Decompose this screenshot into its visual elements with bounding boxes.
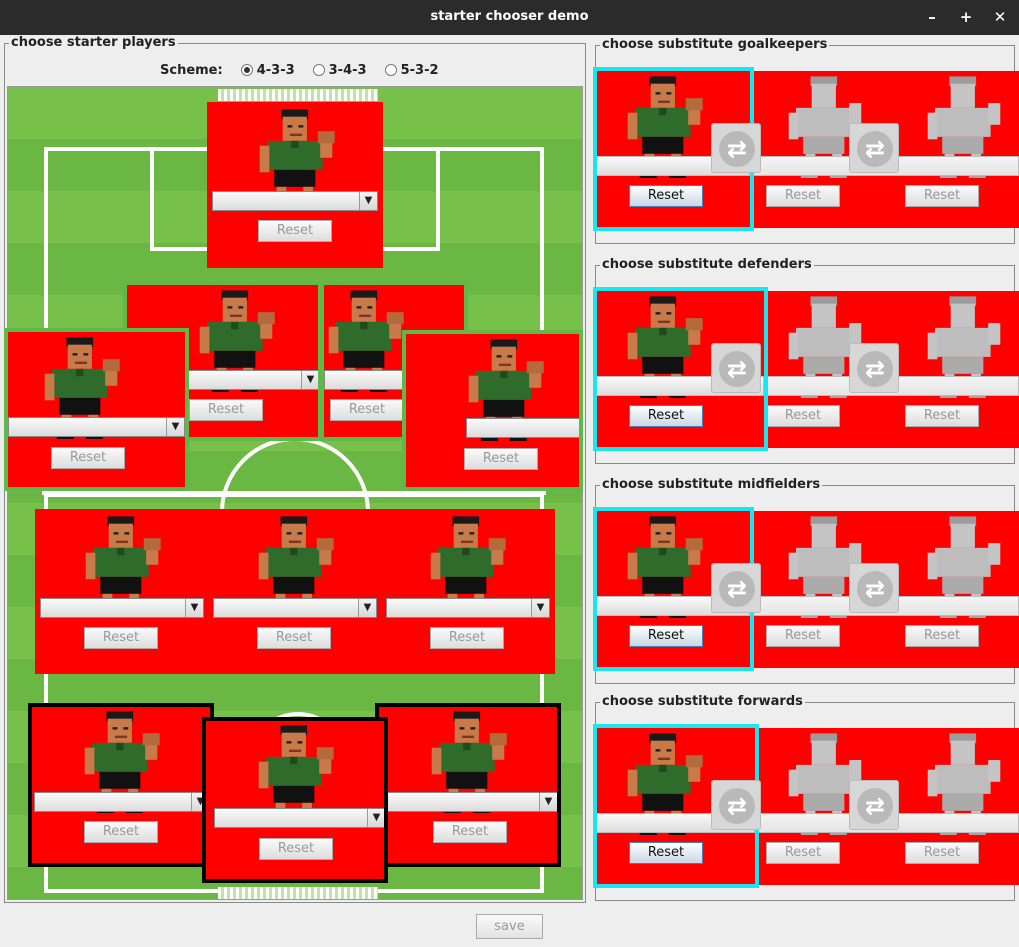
- starter-card-gk[interactable]: ▼ Reset: [207, 102, 383, 268]
- reset-button[interactable]: Reset: [189, 399, 263, 421]
- swap-button[interactable]: ⇄: [711, 780, 761, 830]
- player-select[interactable]: ▼: [386, 792, 557, 812]
- player-select[interactable]: ▼: [212, 191, 378, 211]
- window-titlebar: starter chooser demo – + ✕: [0, 0, 1019, 35]
- starter-card-def-4[interactable]: Reset: [402, 330, 583, 491]
- scheme-radio-532[interactable]: 5-3-2: [384, 63, 439, 78]
- reset-button[interactable]: Reset: [259, 838, 333, 860]
- swap-button[interactable]: ⇄: [849, 780, 899, 830]
- bottom-goal-net: [218, 887, 378, 899]
- reset-button[interactable]: Reset: [84, 821, 158, 843]
- chevron-down-icon[interactable]: ▼: [166, 418, 184, 436]
- swap-button[interactable]: ⇄: [711, 563, 761, 613]
- reset-button[interactable]: Reset: [766, 842, 840, 864]
- sub-midfielders-legend: choose substitute midfielders: [600, 477, 823, 492]
- starter-card-fwd-1[interactable]: ▼ Reset: [28, 703, 214, 867]
- player-select[interactable]: ▼: [34, 792, 210, 812]
- reset-button[interactable]: Reset: [766, 185, 840, 207]
- reset-button[interactable]: Reset: [905, 185, 979, 207]
- chevron-down-icon[interactable]: ▼: [539, 793, 557, 811]
- chevron-down-icon[interactable]: ▼: [367, 809, 384, 827]
- reset-button[interactable]: Reset: [629, 625, 703, 647]
- swap-arrows-icon: ⇄: [857, 351, 893, 387]
- radio-icon[interactable]: [384, 64, 397, 76]
- starters-legend: choose starter players: [9, 35, 178, 50]
- starter-card-fwd-3[interactable]: ▼ Reset: [375, 703, 561, 867]
- player-select[interactable]: [466, 418, 579, 438]
- reset-button[interactable]: Reset: [464, 448, 538, 470]
- reset-button[interactable]: Reset: [330, 399, 404, 421]
- sub-goalkeepers-legend: choose substitute goalkeepers: [600, 37, 830, 52]
- reset-button[interactable]: Reset: [766, 625, 840, 647]
- starter-card-mid-3[interactable]: ▼ Reset: [381, 509, 555, 674]
- scheme-radio-343[interactable]: 3-4-3: [312, 63, 367, 78]
- reset-button[interactable]: Reset: [51, 447, 125, 469]
- chevron-down-icon[interactable]: ▼: [301, 371, 318, 389]
- top-goal-net: [218, 89, 378, 101]
- reset-button[interactable]: Reset: [905, 625, 979, 647]
- radio-selected-icon[interactable]: [240, 64, 253, 76]
- swap-button[interactable]: ⇄: [849, 563, 899, 613]
- swap-arrows-icon: ⇄: [857, 788, 893, 824]
- starter-card-fwd-2[interactable]: ▼ Reset: [202, 717, 388, 883]
- sub-midfielders-panel: choose substitute midfielders: [595, 477, 1015, 684]
- player-select[interactable]: ▼: [213, 598, 377, 618]
- minimize-icon[interactable]: –: [928, 8, 936, 26]
- chevron-down-icon[interactable]: ▼: [185, 599, 203, 617]
- reset-button[interactable]: Reset: [257, 627, 331, 649]
- sub-defenders-legend: choose substitute defenders: [600, 257, 814, 272]
- sub-forwards-legend: choose substitute forwards: [600, 694, 805, 709]
- scheme-selector: Scheme: 4-3-3 3-4-3 5-3-2: [160, 61, 439, 79]
- reset-button[interactable]: Reset: [629, 185, 703, 207]
- player-select[interactable]: ▼: [40, 598, 204, 618]
- radio-icon[interactable]: [312, 64, 325, 76]
- swap-button[interactable]: ⇄: [849, 123, 899, 173]
- scheme-radio-433[interactable]: 4-3-3: [240, 63, 295, 78]
- reset-button[interactable]: Reset: [629, 405, 703, 427]
- close-icon[interactable]: ✕: [993, 8, 1007, 26]
- window-title: starter chooser demo: [430, 9, 589, 24]
- reset-button[interactable]: Reset: [629, 842, 703, 864]
- swap-arrows-icon: ⇄: [719, 131, 755, 167]
- player-select[interactable]: ▼: [8, 417, 185, 437]
- swap-arrows-icon: ⇄: [719, 788, 755, 824]
- maximize-icon[interactable]: +: [959, 8, 973, 26]
- swap-button[interactable]: ⇄: [711, 123, 761, 173]
- scheme-label: Scheme:: [160, 62, 223, 78]
- swap-arrows-icon: ⇄: [857, 571, 893, 607]
- player-select[interactable]: ▼: [182, 370, 318, 390]
- reset-button[interactable]: Reset: [905, 842, 979, 864]
- chevron-down-icon[interactable]: ▼: [358, 599, 376, 617]
- chevron-down-icon[interactable]: ▼: [531, 599, 549, 617]
- reset-button[interactable]: Reset: [258, 220, 332, 242]
- chevron-down-icon[interactable]: ▼: [359, 192, 377, 210]
- starter-card-mid-2[interactable]: ▼ Reset: [209, 509, 381, 674]
- reset-button[interactable]: Reset: [433, 821, 507, 843]
- starter-card-def-1[interactable]: ▼ Reset: [4, 328, 189, 491]
- swap-button[interactable]: ⇄: [849, 343, 899, 393]
- swap-arrows-icon: ⇄: [719, 571, 755, 607]
- reset-button[interactable]: Reset: [430, 627, 504, 649]
- swap-arrows-icon: ⇄: [719, 351, 755, 387]
- starter-card-mid-1[interactable]: ▼ Reset: [35, 509, 209, 674]
- player-select[interactable]: ▼: [386, 598, 550, 618]
- reset-button[interactable]: Reset: [84, 627, 158, 649]
- swap-arrows-icon: ⇄: [857, 131, 893, 167]
- player-select[interactable]: ▼: [214, 808, 384, 828]
- reset-button[interactable]: Reset: [905, 405, 979, 427]
- reset-button[interactable]: Reset: [766, 405, 840, 427]
- save-button[interactable]: save: [476, 914, 543, 939]
- swap-button[interactable]: ⇄: [711, 343, 761, 393]
